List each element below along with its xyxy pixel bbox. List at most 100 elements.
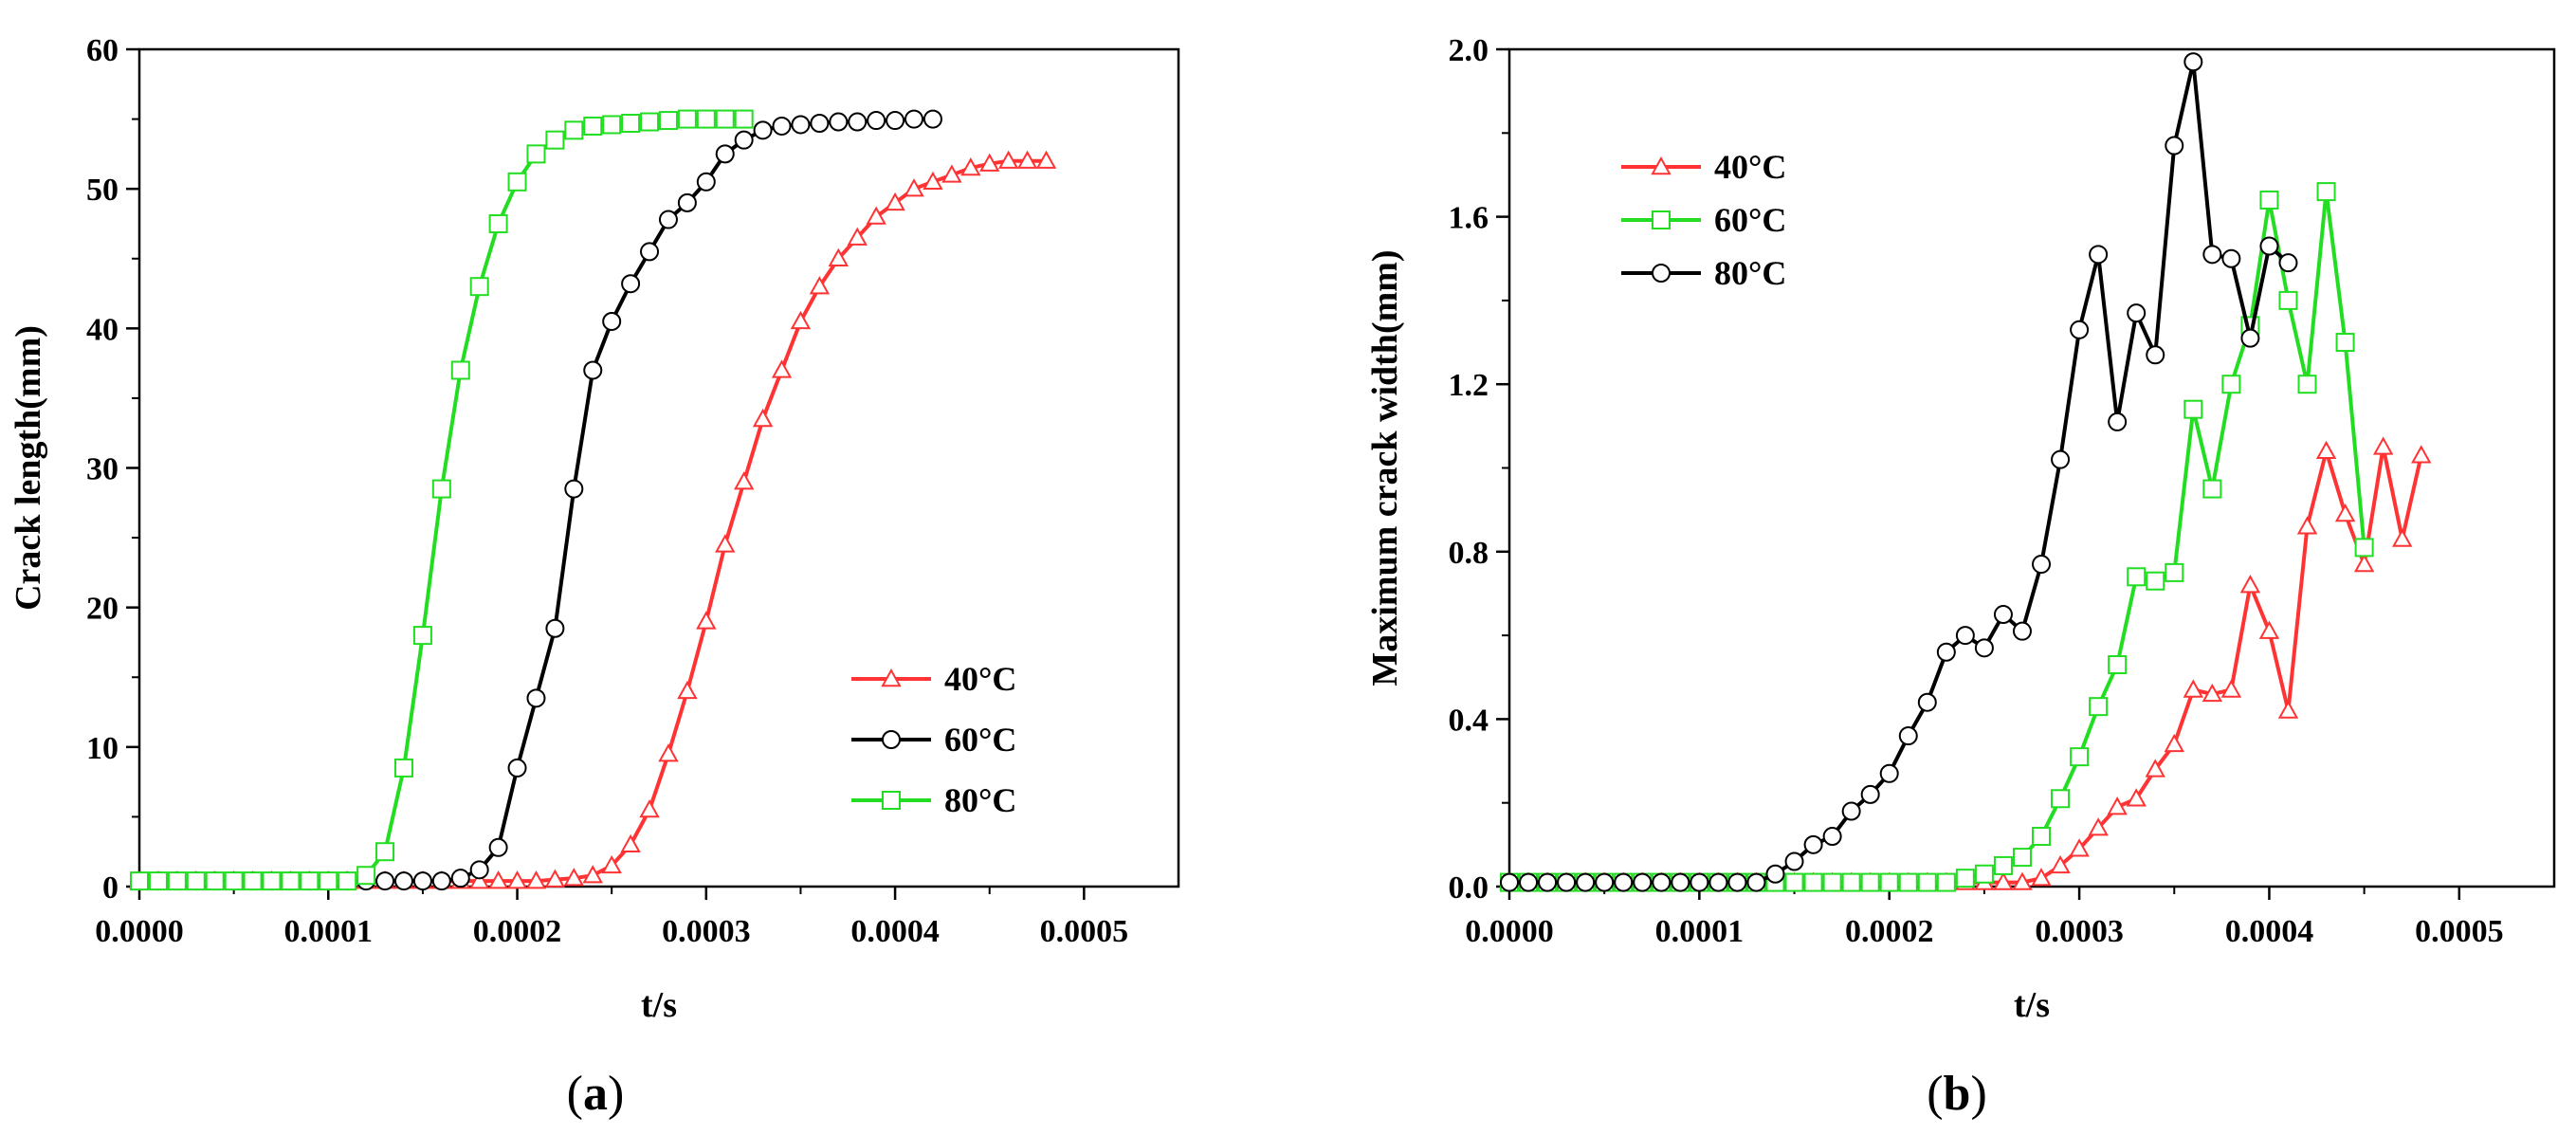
y-tick-label: 0.0 xyxy=(1449,870,1489,906)
data-point xyxy=(2411,445,2432,464)
data-point xyxy=(810,113,830,133)
data-point xyxy=(2012,848,2032,868)
data-point xyxy=(1841,872,1861,892)
x-tick-label: 0.0000 xyxy=(1465,914,1554,949)
data-point xyxy=(923,109,942,129)
data-point xyxy=(791,115,811,135)
x-tick-label: 0.0004 xyxy=(2225,914,2314,949)
data-point xyxy=(640,242,660,262)
data-point xyxy=(186,871,206,891)
legend-label: 80°C xyxy=(1714,254,1786,292)
data-point xyxy=(752,408,774,428)
x-tick-label: 0.0003 xyxy=(662,914,751,949)
data-point xyxy=(525,870,547,889)
data-point xyxy=(1746,872,1766,892)
data-point xyxy=(1822,872,1842,892)
data-point xyxy=(866,206,886,225)
data-point xyxy=(2146,571,2165,591)
data-point xyxy=(639,798,660,818)
data-point xyxy=(1974,864,1994,884)
data-point xyxy=(734,130,754,150)
data-point xyxy=(2316,182,2336,202)
data-point xyxy=(1633,872,1653,892)
y-tick-label: 60 xyxy=(86,33,119,68)
series-40°C xyxy=(1499,436,2432,890)
data-point xyxy=(2220,679,2242,698)
data-point xyxy=(2392,528,2413,547)
data-point xyxy=(2146,345,2165,365)
data-point xyxy=(677,680,698,700)
data-point xyxy=(602,311,622,331)
data-point xyxy=(904,178,924,197)
data-point xyxy=(2050,854,2071,874)
data-point xyxy=(1035,150,1057,169)
data-point xyxy=(696,611,717,630)
data-point xyxy=(526,144,546,164)
data-point xyxy=(281,871,301,891)
data-point xyxy=(960,157,981,176)
data-point xyxy=(583,116,603,136)
data-point xyxy=(1936,642,1956,662)
data-point xyxy=(2202,479,2222,499)
data-point xyxy=(2051,449,2071,469)
series-80°C xyxy=(1500,52,2298,892)
legend-marker xyxy=(1652,211,1671,229)
data-point xyxy=(733,471,755,490)
data-point xyxy=(1652,872,1672,892)
x-tick-label: 0.0002 xyxy=(473,914,562,949)
data-point xyxy=(564,120,584,140)
data-point xyxy=(677,109,697,129)
caption-close-paren: ) xyxy=(608,1067,624,1121)
data-point xyxy=(715,109,735,129)
caption-letter: b xyxy=(1944,1067,1971,1121)
y-tick-label: 30 xyxy=(86,452,119,487)
data-point xyxy=(621,274,641,294)
data-point xyxy=(696,172,716,192)
data-point xyxy=(393,758,413,778)
data-point xyxy=(1016,150,1038,169)
data-point xyxy=(2107,796,2128,815)
data-point xyxy=(2089,697,2109,717)
data-point xyxy=(356,866,376,886)
data-point xyxy=(526,688,546,708)
x-tick-label: 0.0001 xyxy=(284,914,374,949)
data-point xyxy=(338,871,357,891)
data-point xyxy=(1860,784,1880,804)
data-point xyxy=(2165,136,2184,156)
data-point xyxy=(1784,851,1804,871)
data-point xyxy=(2069,838,2090,857)
legend-label: 40°C xyxy=(1714,148,1786,186)
data-point xyxy=(2315,440,2337,460)
caption-open-paren: ( xyxy=(567,1067,583,1121)
data-point xyxy=(2108,655,2128,675)
data-point xyxy=(412,871,432,891)
data-point xyxy=(2221,375,2241,394)
data-point xyxy=(205,871,225,891)
data-point xyxy=(753,120,773,140)
data-point xyxy=(1519,872,1539,892)
series-line xyxy=(139,158,1047,884)
data-point xyxy=(847,227,868,246)
data-point xyxy=(469,860,489,880)
data-point xyxy=(1841,801,1861,821)
y-tick-label: 0 xyxy=(102,870,119,906)
data-point xyxy=(602,115,622,135)
data-point xyxy=(2012,871,2033,890)
data-point xyxy=(564,479,584,499)
data-point xyxy=(431,871,451,891)
y-tick-label: 0.8 xyxy=(1449,536,1489,571)
data-point xyxy=(2259,236,2279,256)
data-point xyxy=(734,109,754,129)
data-point xyxy=(2012,621,2032,641)
data-point xyxy=(2127,567,2147,587)
x-tick-label: 0.0005 xyxy=(1040,914,1129,949)
caption-letter: a xyxy=(583,1067,608,1121)
y-axis-label: Maximum crack width(mm) xyxy=(1365,249,1405,686)
x-tick-label: 0.0000 xyxy=(95,914,184,949)
panel-caption: (a) xyxy=(567,1067,625,1121)
data-point xyxy=(1595,872,1615,892)
caption-open-paren: ( xyxy=(1927,1067,1943,1121)
data-point xyxy=(130,871,149,891)
data-point xyxy=(262,871,282,891)
y-axis-label: Crack length(mm) xyxy=(9,325,48,611)
